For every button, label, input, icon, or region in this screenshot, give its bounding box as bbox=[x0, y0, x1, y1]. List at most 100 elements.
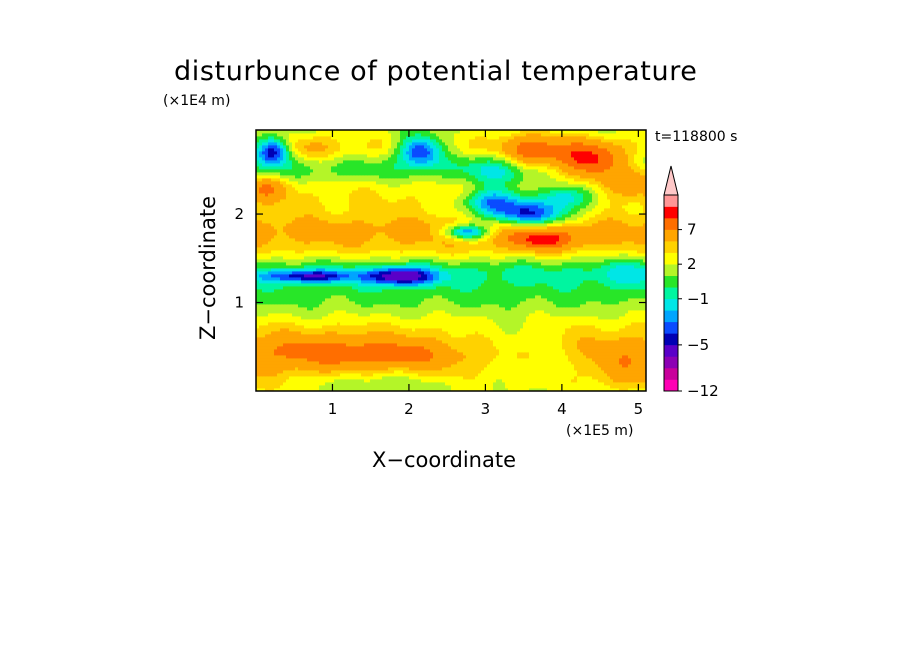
field-cell bbox=[529, 286, 533, 290]
field-cell bbox=[355, 388, 359, 392]
field-cell bbox=[475, 388, 479, 392]
field-cell bbox=[487, 328, 491, 332]
field-cell bbox=[553, 313, 557, 317]
field-cell bbox=[409, 292, 413, 296]
field-cell bbox=[442, 340, 446, 344]
field-cell bbox=[397, 355, 401, 359]
field-cell bbox=[538, 328, 542, 332]
field-cell bbox=[490, 364, 494, 368]
field-cell bbox=[430, 376, 434, 380]
field-cell bbox=[334, 358, 338, 362]
field-cell bbox=[385, 304, 389, 308]
field-cell bbox=[358, 349, 362, 353]
field-cell bbox=[469, 301, 473, 305]
field-cell bbox=[595, 388, 599, 392]
field-cell bbox=[367, 334, 371, 338]
field-cell bbox=[298, 388, 302, 392]
field-cell bbox=[421, 328, 425, 332]
field-cell bbox=[577, 364, 581, 368]
field-cell bbox=[559, 298, 563, 302]
field-cell bbox=[322, 364, 326, 368]
field-cell bbox=[331, 376, 335, 380]
field-cell bbox=[295, 343, 299, 347]
field-cell bbox=[298, 328, 302, 332]
field-cell bbox=[259, 334, 263, 338]
field-cell bbox=[394, 286, 398, 290]
field-cell bbox=[583, 349, 587, 353]
field-cell bbox=[358, 274, 362, 278]
field-cell bbox=[430, 343, 434, 347]
field-cell bbox=[511, 337, 515, 341]
field-cell bbox=[361, 373, 365, 377]
field-cell bbox=[577, 385, 581, 389]
field-cell bbox=[502, 301, 506, 305]
field-cell bbox=[457, 355, 461, 359]
field-cell bbox=[340, 364, 344, 368]
field-cell bbox=[274, 346, 278, 350]
field-cell bbox=[361, 325, 365, 329]
field-cell bbox=[298, 313, 302, 317]
field-cell bbox=[550, 367, 554, 371]
field-cell bbox=[571, 361, 575, 365]
field-cell bbox=[631, 301, 635, 305]
field-cell bbox=[487, 376, 491, 380]
field-cell bbox=[475, 340, 479, 344]
field-cell bbox=[619, 298, 623, 302]
field-cell bbox=[424, 352, 428, 356]
field-cell bbox=[436, 322, 440, 326]
field-cell bbox=[256, 334, 260, 338]
field-cell bbox=[628, 316, 632, 320]
field-cell bbox=[382, 322, 386, 326]
field-cell bbox=[457, 361, 461, 365]
field-cell bbox=[382, 274, 386, 278]
field-cell bbox=[571, 298, 575, 302]
field-cell bbox=[403, 274, 407, 278]
field-cell bbox=[640, 376, 644, 380]
field-cell bbox=[523, 349, 527, 353]
field-cell bbox=[613, 289, 617, 293]
field-cell bbox=[394, 337, 398, 341]
field-cell bbox=[565, 331, 569, 335]
field-cell bbox=[370, 370, 374, 374]
field-cell bbox=[574, 319, 578, 323]
field-cell bbox=[334, 313, 338, 317]
field-cell bbox=[496, 316, 500, 320]
field-cell bbox=[409, 286, 413, 290]
field-cell bbox=[472, 319, 476, 323]
field-cell bbox=[394, 277, 398, 281]
field-cell bbox=[418, 277, 422, 281]
field-cell bbox=[457, 313, 461, 317]
field-cell bbox=[469, 334, 473, 338]
field-cell bbox=[631, 295, 635, 299]
field-cell bbox=[580, 343, 584, 347]
field-cell bbox=[493, 298, 497, 302]
field-cell bbox=[367, 331, 371, 335]
field-cell bbox=[610, 358, 614, 362]
field-cell bbox=[496, 334, 500, 338]
field-cell bbox=[553, 388, 557, 392]
field-cell bbox=[586, 331, 590, 335]
field-cell bbox=[493, 307, 497, 311]
field-cell bbox=[430, 289, 434, 293]
field-cell bbox=[304, 334, 308, 338]
field-cell bbox=[289, 295, 293, 299]
field-cell bbox=[490, 313, 494, 317]
field-cell bbox=[454, 283, 458, 287]
field-cell bbox=[430, 319, 434, 323]
field-cell bbox=[523, 298, 527, 302]
field-cell bbox=[304, 376, 308, 380]
field-cell bbox=[586, 310, 590, 314]
field-cell bbox=[535, 361, 539, 365]
field-cell bbox=[529, 361, 533, 365]
field-cell bbox=[307, 361, 311, 365]
field-cell bbox=[493, 355, 497, 359]
field-cell bbox=[286, 325, 290, 329]
field-cell bbox=[409, 328, 413, 332]
field-cell bbox=[295, 295, 299, 299]
x-axis-label: X−coordinate bbox=[372, 448, 516, 472]
field-cell bbox=[493, 379, 497, 383]
field-cell bbox=[571, 337, 575, 341]
field-cell bbox=[340, 358, 344, 362]
field-cell bbox=[589, 352, 593, 356]
field-cell bbox=[277, 382, 281, 386]
